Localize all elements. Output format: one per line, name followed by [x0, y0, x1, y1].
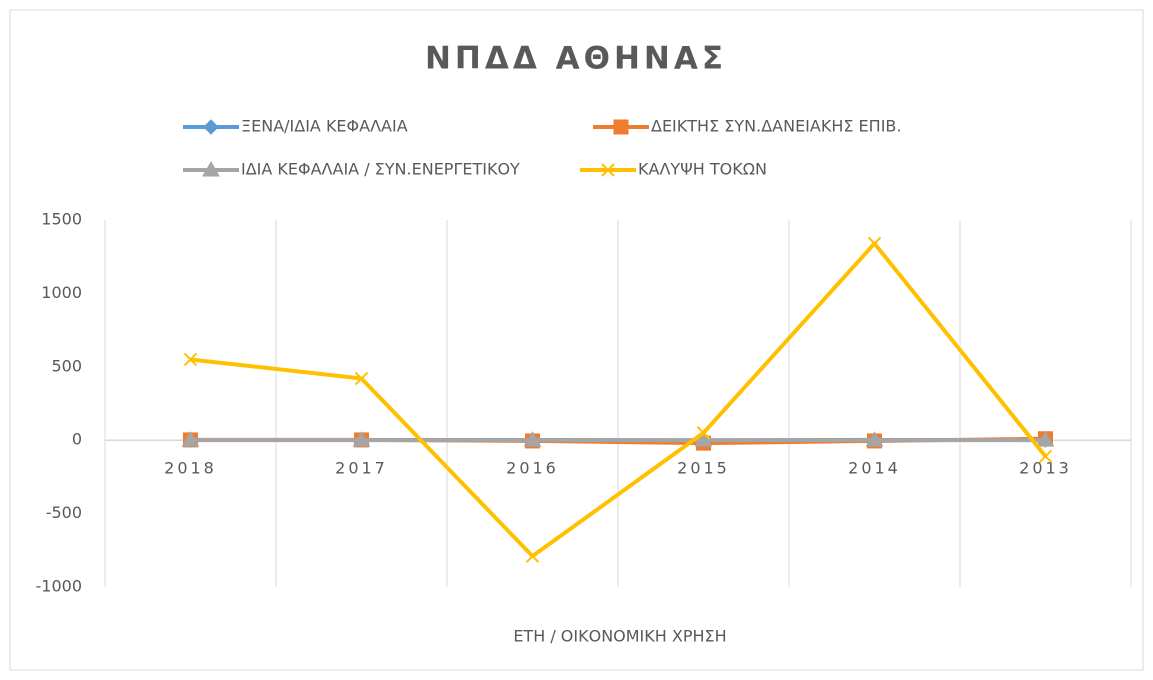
y-tick-label: -500	[46, 503, 82, 522]
legend-label: ΚΑΛΥΨΗ ΤΟΚΩΝ	[638, 160, 767, 179]
x-tick-label: 2013	[1019, 459, 1072, 478]
legend-label: ΙΔΙΑ ΚΕΦΑΛΑΙΑ / ΣΥΝ.ΕΝΕΡΓΕΤΙΚΟΥ	[241, 160, 520, 179]
y-tick-label: -1000	[36, 577, 83, 596]
marker	[614, 120, 628, 134]
chart-frame	[10, 10, 1143, 670]
y-tick-label: 0	[72, 430, 82, 449]
chart-title: ΝΠΔΔ ΑΘΗΝΑΣ	[425, 41, 727, 77]
y-tick-label: 1000	[41, 283, 82, 302]
y-tick-label: 1500	[41, 210, 82, 229]
x-tick-label: 2014	[848, 459, 901, 478]
x-tick-label: 2016	[506, 459, 559, 478]
x-tick-label: 2015	[677, 459, 730, 478]
x-axis-label: ΕΤΗ / ΟΙΚΟΝΟΜΙΚΗ ΧΡΗΣΗ	[513, 627, 726, 646]
x-tick-label: 2017	[335, 459, 388, 478]
x-tick-label: 2018	[164, 459, 217, 478]
legend-label: ΔΕΙΚΤΗΣ ΣΥΝ.ΔΑΝΕΙΑΚΗΣ ΕΠΙΒ.	[651, 117, 901, 136]
legend-label: ΞΕΝΑ/ΙΔΙΑ ΚΕΦΑΛΑΙΑ	[241, 117, 408, 136]
y-tick-label: 500	[51, 356, 82, 375]
